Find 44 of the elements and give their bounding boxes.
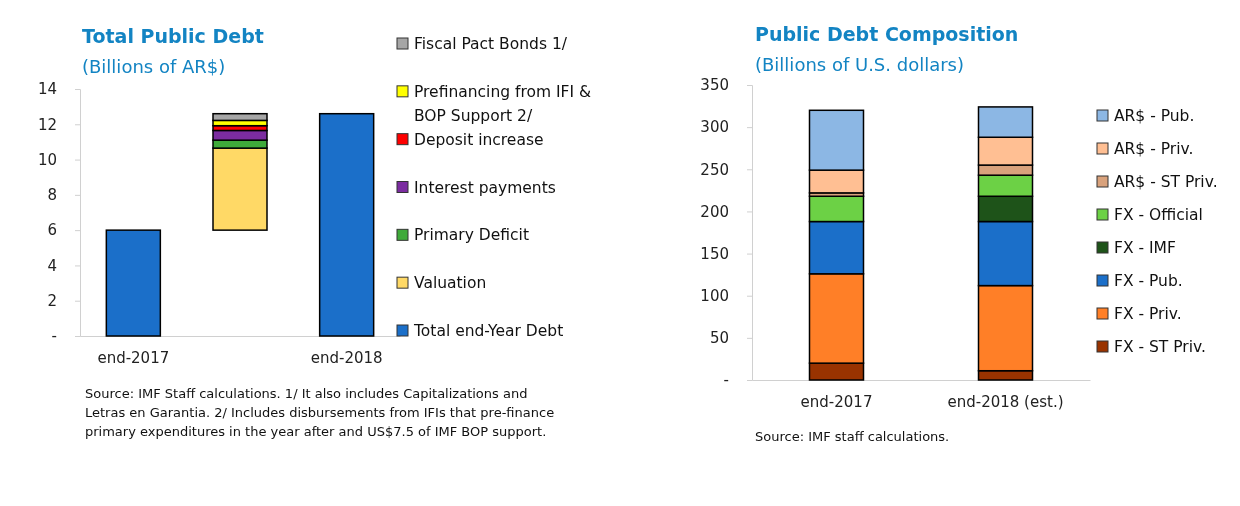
y-tick-label: - xyxy=(723,371,729,390)
x-tick-label: end-2018 xyxy=(310,348,383,367)
y-tick-label: 350 xyxy=(700,76,729,95)
legend-label: FX - IMF xyxy=(1114,239,1176,257)
bar xyxy=(318,112,375,337)
legend-label: Deposit increase xyxy=(414,130,544,149)
x-tick-label: end-2018 (est.) xyxy=(947,392,1064,411)
y-tick-label: 200 xyxy=(700,202,729,221)
legend-label: FX - Pub. xyxy=(1114,272,1183,290)
legend-label: AR$ - Pub. xyxy=(1114,107,1195,125)
x-tick-label: end-2017 xyxy=(97,348,170,367)
legend-label: AR$ - ST Priv. xyxy=(1114,173,1218,191)
bar xyxy=(212,112,268,122)
legend-label: FX - ST Priv. xyxy=(1114,338,1206,356)
y-tick-label: 10 xyxy=(37,150,57,169)
y-tick-label: 300 xyxy=(700,118,729,137)
y-tick-label: 150 xyxy=(700,244,729,263)
legend-label: FX - Official xyxy=(1114,206,1203,224)
chart-subtitle: (Billions of U.S. dollars) xyxy=(755,54,965,75)
y-tick-label: 6 xyxy=(47,221,57,240)
legend-label: FX - Priv. xyxy=(1114,305,1182,323)
chart-title: Total Public Debt xyxy=(82,25,264,47)
y-tick-label: 12 xyxy=(37,115,57,134)
legend-label: Interest payments xyxy=(414,178,556,197)
y-tick-label: 8 xyxy=(47,186,57,205)
legend-label: Fiscal Pact Bonds 1/ xyxy=(414,35,568,53)
source-note: Source: IMF staff calculations. xyxy=(755,429,950,444)
source-note: Source: IMF Staff calculations. 1/ It also includes Capitalizations and Letras en Garantia. 2/ Includes disbursements from IFIs that pre-finance primary expenditures in the year after and US$7.5 of IMF BOP support. xyxy=(85,386,555,439)
chart-title: Public Debt Composition xyxy=(755,23,1019,45)
y-tick-label: 250 xyxy=(700,160,729,179)
legend-label: Primary Deficit xyxy=(414,226,529,245)
x-tick-label: end-2017 xyxy=(800,392,873,411)
y-tick-label: 14 xyxy=(37,80,57,99)
y-tick-label: 50 xyxy=(709,329,729,348)
y-tick-label: 4 xyxy=(47,256,57,275)
bar xyxy=(105,229,162,337)
legend-label: AR$ - Priv. xyxy=(1114,140,1194,158)
legend-label: Prefinancing from IFI & BOP Support 2/ xyxy=(414,82,592,125)
chart-subtitle: (Billions of AR$) xyxy=(82,56,226,77)
y-tick-label: - xyxy=(51,327,57,346)
legend-label: Valuation xyxy=(414,274,487,293)
y-tick-label: 100 xyxy=(700,287,729,306)
legend-label: Total end-Year Debt xyxy=(413,322,564,340)
y-tick-label: 2 xyxy=(47,292,57,311)
